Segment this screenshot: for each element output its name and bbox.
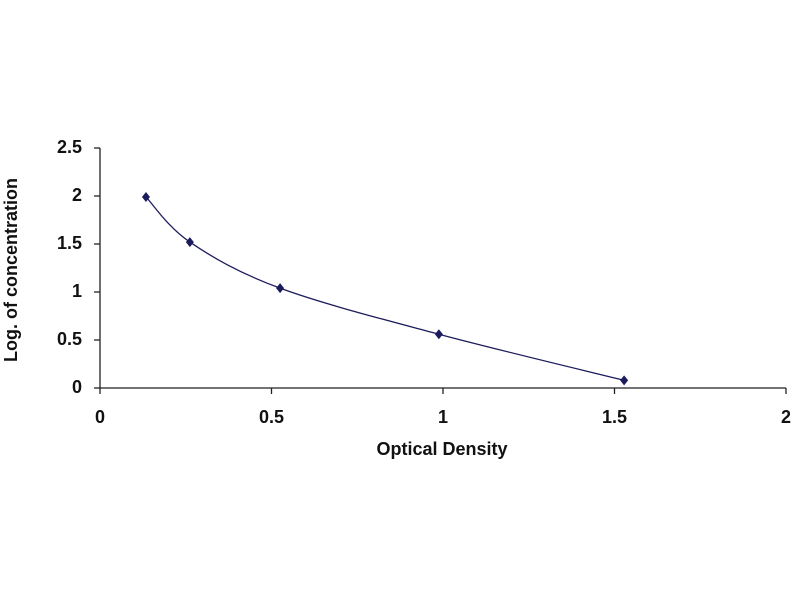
y-tick-label: 0.5	[57, 329, 82, 349]
point	[141, 191, 150, 202]
y-tick-label: 0	[72, 377, 82, 397]
y-tick-label: 2	[72, 185, 82, 205]
x-tick-label: 0	[95, 407, 105, 427]
y-tick-label: 1	[72, 281, 82, 301]
x-tick-label: 2	[781, 407, 791, 427]
x-tick-label: 1.5	[602, 407, 627, 427]
point	[434, 329, 443, 340]
fit-line	[145, 196, 625, 381]
x-tick-label: 0.5	[259, 407, 284, 427]
point	[620, 375, 629, 386]
x-tick-label: 1	[438, 407, 448, 427]
point	[276, 283, 285, 294]
y-tick-label: 2.5	[57, 137, 82, 157]
point	[185, 237, 194, 248]
y-axis-title: Log. of concentration	[1, 178, 21, 362]
x-axis-title: Optical Density	[376, 439, 507, 459]
y-tick-label: 1.5	[57, 233, 82, 253]
